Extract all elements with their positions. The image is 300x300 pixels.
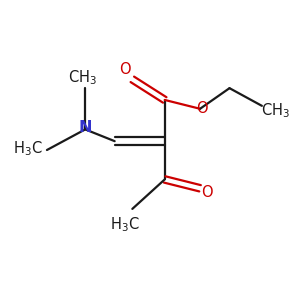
Text: N: N [79,120,92,135]
Text: $\mathsf{H_3C}$: $\mathsf{H_3C}$ [110,216,140,234]
Text: O: O [202,185,213,200]
Text: $\mathsf{CH_3}$: $\mathsf{CH_3}$ [261,101,290,120]
Text: $\mathsf{CH_3}$: $\mathsf{CH_3}$ [68,68,97,87]
Text: $\mathsf{H_3C}$: $\mathsf{H_3C}$ [13,139,43,158]
Text: O: O [196,101,207,116]
Text: O: O [119,61,131,76]
